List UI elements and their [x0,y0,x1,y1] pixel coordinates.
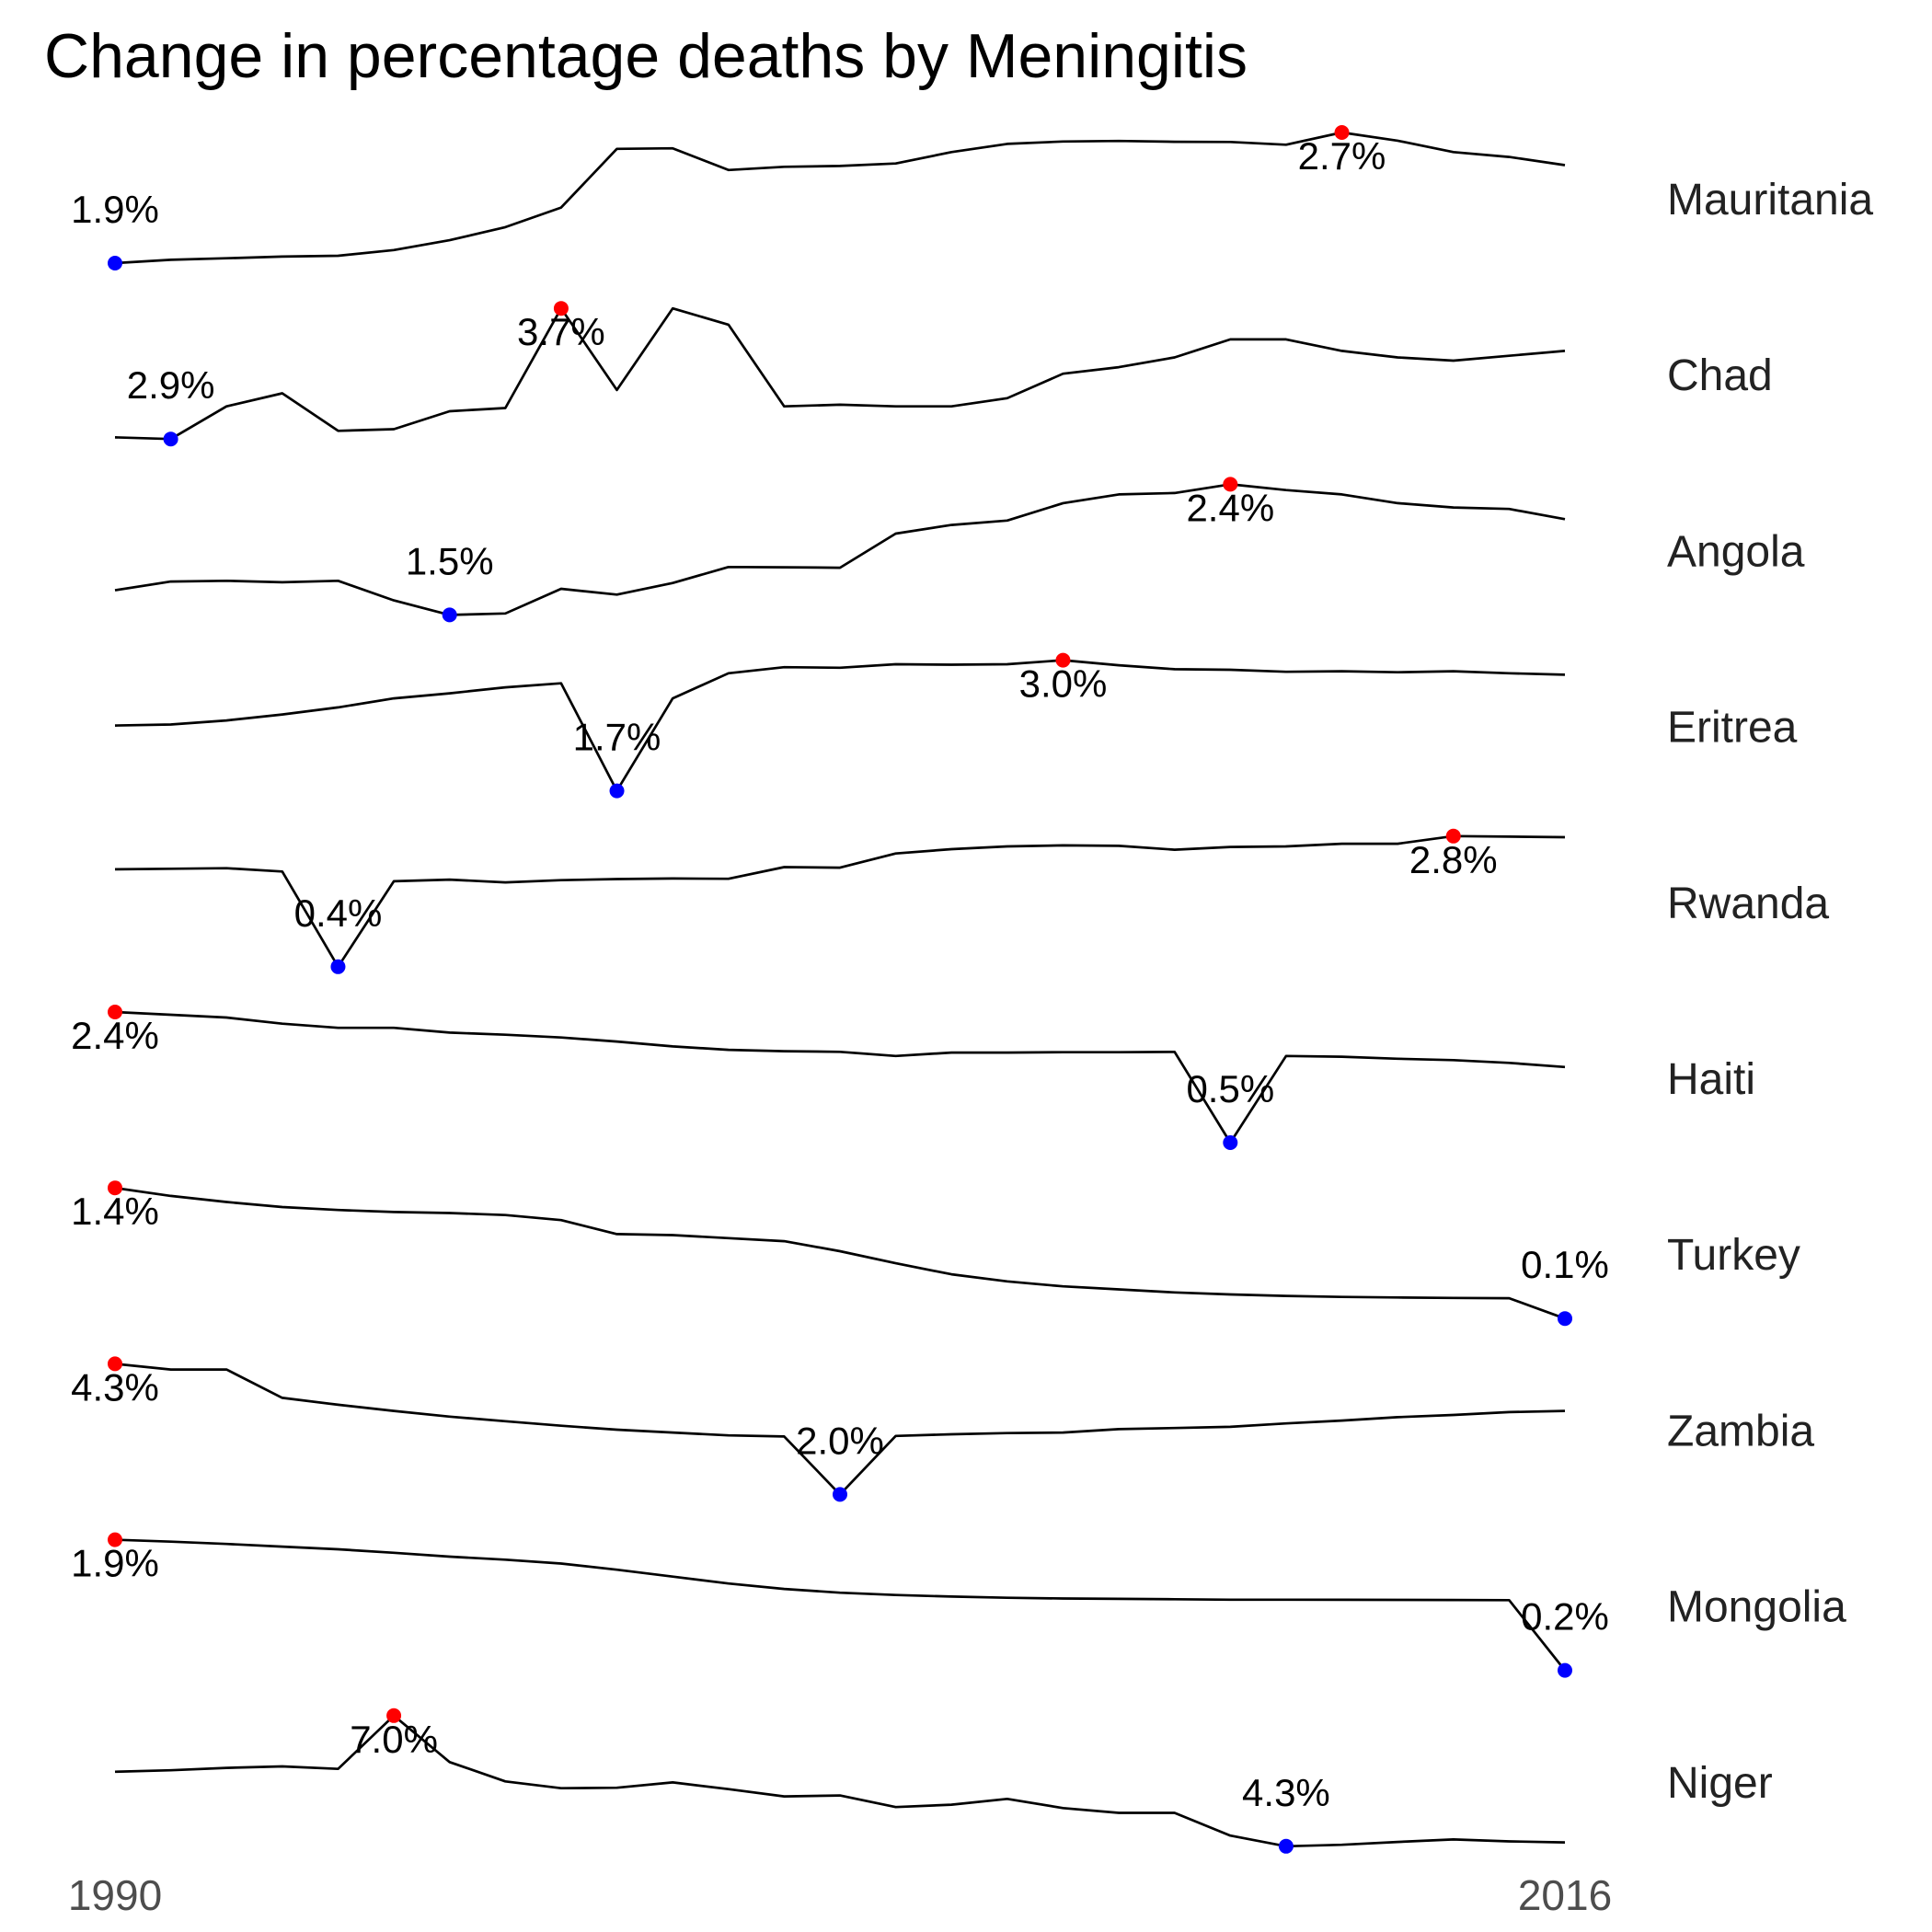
x-start-label: 1990 [68,1871,162,1919]
min-value-label: 0.1% [1521,1243,1609,1286]
max-point [108,1532,122,1547]
sparkline-row: Mongolia 1.9% 0.2% [71,1532,1846,1678]
min-point [108,256,122,270]
max-value-label: 1.4% [71,1190,159,1233]
min-value-label: 0.4% [294,891,383,935]
max-value-label: 4.3% [71,1365,159,1409]
country-label: Mauritania [1667,176,1873,224]
sparkline-row: Niger 7.0% 4.3% [114,1708,1773,1854]
country-label: Zambia [1667,1407,1814,1455]
series-line [114,131,1566,265]
series-line [114,1714,1566,1848]
sparkline-rows: Mauritania 2.7% 1.9% Chad 3.7% 2.9% Angola 2.4%… [71,125,1873,1854]
max-value-label: 2.4% [1186,486,1274,529]
max-value-label: 2.8% [1409,838,1498,881]
max-point [553,301,569,316]
min-point [442,607,457,623]
max-point [1334,125,1350,140]
x-end-label: 2016 [1518,1871,1612,1919]
min-point [1558,1662,1572,1678]
max-value-label: 3.7% [517,310,605,353]
chart-title: Change in percentage deaths by Meningiti… [44,21,1248,91]
min-value-label: 1.5% [406,539,494,582]
max-value-label: 1.9% [71,1542,159,1585]
max-point [386,1708,402,1723]
min-value-label: 2.9% [127,363,215,407]
series-line [114,659,1566,792]
sparkline-row: Zambia 4.3% 2.0% [71,1356,1814,1502]
min-point [330,959,346,974]
min-value-label: 2.0% [796,1419,884,1462]
series-line [114,483,1566,616]
min-point [609,783,625,799]
max-point [108,1180,122,1196]
max-value-label: 7.0% [350,1718,438,1761]
max-value-label: 2.7% [1298,134,1386,178]
series-line [114,1010,1566,1144]
max-point [1055,652,1071,668]
series-line [114,306,1566,441]
min-point [163,431,178,447]
country-label: Chad [1667,351,1773,400]
country-label: Eritrea [1667,704,1798,753]
sparkline-row: Eritrea 3.0% 1.7% [114,652,1798,799]
max-point [1445,828,1461,844]
sparkline-row: Angola 2.4% 1.5% [114,477,1805,623]
country-label: Turkey [1667,1231,1800,1280]
country-label: Mongolia [1667,1583,1846,1632]
max-value-label: 2.4% [71,1014,159,1057]
max-value-label: 3.0% [1019,662,1108,706]
series-line [114,1538,1567,1672]
max-point [1223,477,1238,492]
min-value-label: 0.5% [1186,1067,1274,1110]
country-label: Haiti [1667,1055,1755,1104]
country-label: Niger [1667,1759,1773,1808]
min-point [1278,1838,1294,1854]
country-label: Rwanda [1667,880,1829,928]
max-point [108,1356,122,1372]
sparkline-row: Mauritania 2.7% 1.9% [71,125,1873,270]
min-point [1558,1311,1572,1327]
min-point [833,1487,847,1502]
max-point [108,1005,122,1019]
min-point [1223,1135,1238,1150]
sparkline-row: Rwanda 2.8% 0.4% [114,828,1829,974]
series-line [114,1186,1566,1320]
country-label: Angola [1667,527,1805,576]
sparkline-row: Turkey 1.4% 0.1% [71,1180,1800,1327]
min-value-label: 0.2% [1521,1595,1609,1639]
sparkline-row: Chad 3.7% 2.9% [114,301,1773,447]
min-value-label: 1.9% [71,188,159,231]
min-value-label: 1.7% [573,716,661,759]
series-line [114,834,1566,969]
min-value-label: 4.3% [1242,1771,1330,1814]
sparkline-row: Haiti 2.4% 0.5% [71,1005,1755,1150]
